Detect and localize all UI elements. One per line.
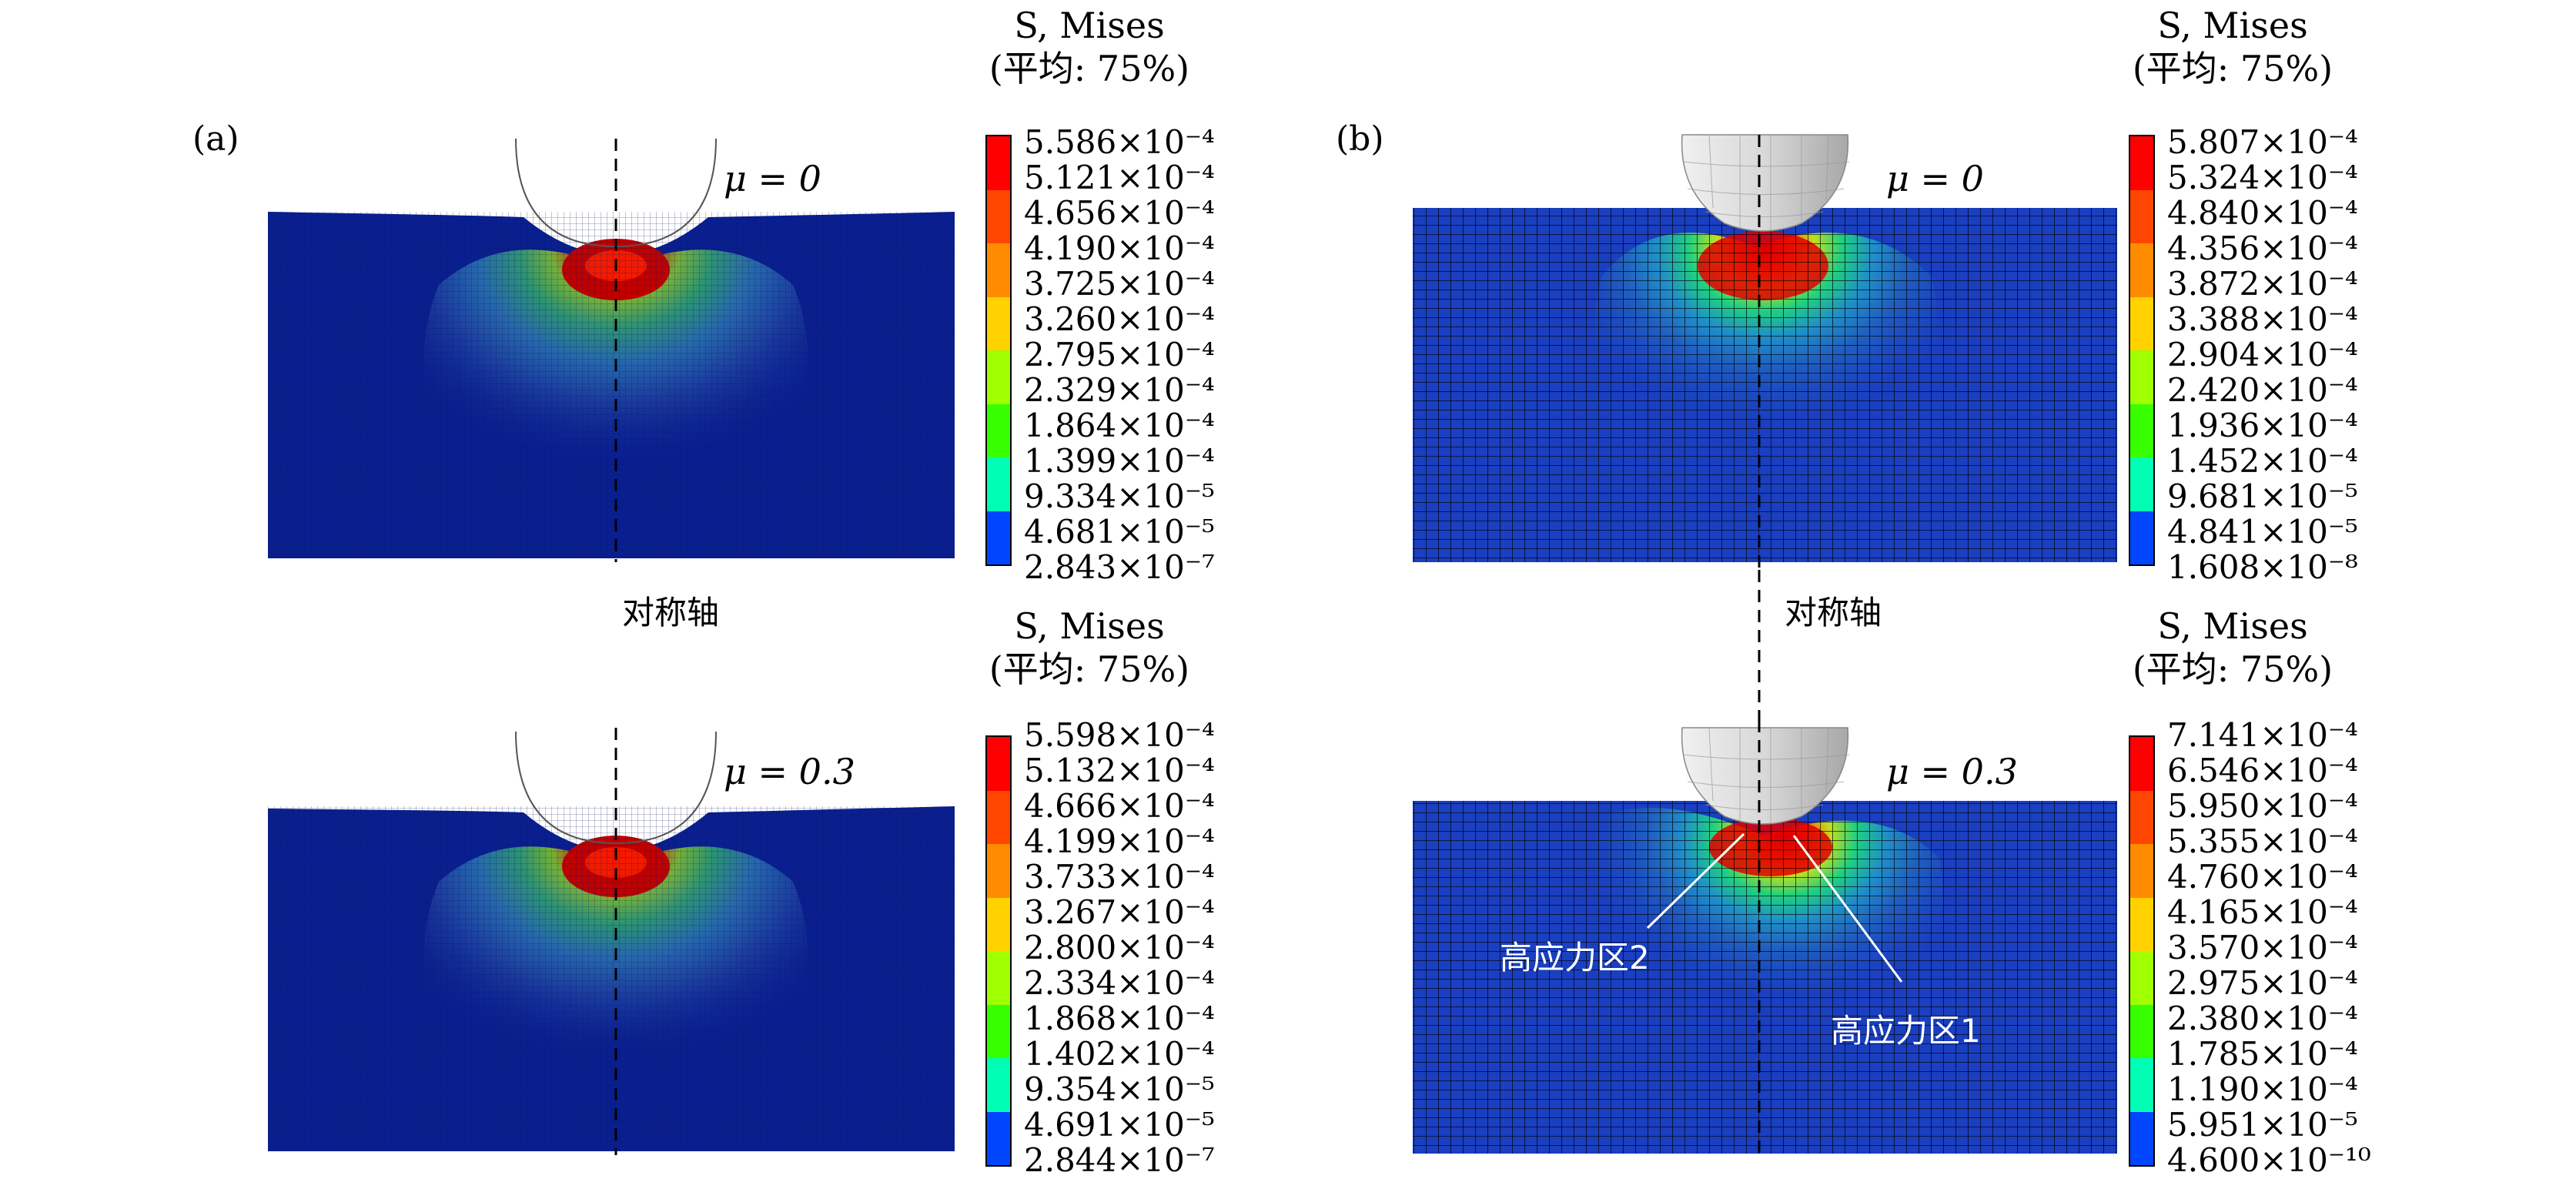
- legend-value: 2.844×10⁻⁷: [1024, 1141, 1215, 1179]
- legend-value: 1.785×10⁻⁴: [2167, 1035, 2358, 1073]
- legend-value: 1.190×10⁻⁴: [2167, 1070, 2358, 1108]
- legend-value: 4.356×10⁻⁴: [2167, 229, 2358, 267]
- legend-value: 3.872×10⁻⁴: [2167, 265, 2358, 303]
- panel-a-top-contour: [268, 138, 955, 562]
- legend-value: 3.725×10⁻⁴: [1024, 265, 1215, 303]
- panel-a-axis-label: 对称轴: [622, 594, 720, 631]
- legend-value: 5.324×10⁻⁴: [2167, 159, 2358, 196]
- panel-b-top-mu: μ = 0: [1886, 158, 1984, 199]
- legend-value: 1.608×10⁻⁸: [2167, 548, 2358, 586]
- panel-b-top-contour: [1413, 134, 2117, 570]
- panel-b-top-legend-title: S, Mises (平均: 75%): [2094, 4, 2371, 90]
- legend-value: 4.840×10⁻⁴: [2167, 194, 2358, 232]
- legend-value: 9.681×10⁻⁵: [2167, 477, 2358, 515]
- panel-a-bottom-contour: [268, 728, 955, 1155]
- panel-a-top-colorbar: [985, 135, 1012, 566]
- legend-value: 4.600×10⁻¹⁰: [2167, 1141, 2371, 1179]
- legend-value: 5.950×10⁻⁴: [2167, 787, 2358, 825]
- legend-value: 4.165×10⁻⁴: [2167, 893, 2358, 931]
- legend-value: 5.121×10⁻⁴: [1024, 159, 1215, 196]
- legend-value: 2.380×10⁻⁴: [2167, 1000, 2358, 1037]
- legend-value: 4.656×10⁻⁴: [1024, 194, 1215, 232]
- legend-value: 2.975×10⁻⁴: [2167, 964, 2358, 1002]
- panel-a-tag: (a): [192, 119, 239, 159]
- panel-b-axis-line: [1758, 570, 1761, 724]
- legend-value: 4.841×10⁻⁵: [2167, 513, 2358, 551]
- legend-value: 4.199×10⁻⁴: [1024, 822, 1215, 860]
- panel-b-tag: (b): [1336, 119, 1384, 159]
- legend-title-text: S, Mises: [2157, 605, 2308, 647]
- panel-b-bottom-colorbar: [2129, 735, 2155, 1167]
- legend-value: 2.795×10⁻⁴: [1024, 336, 1215, 373]
- panel-a-top-legend-title: S, Mises (平均: 75%): [951, 4, 1228, 90]
- panel-b-bottom-contour: [1413, 720, 2117, 1159]
- panel-b-top-legend-values: 5.807×10⁻⁴ 5.324×10⁻⁴ 4.840×10⁻⁴ 4.356×1…: [2167, 125, 2358, 585]
- panel-b-bottom-legend-values: 7.141×10⁻⁴ 6.546×10⁻⁴ 5.950×10⁻⁴ 5.355×1…: [2167, 718, 2371, 1178]
- panel-a-bottom-legend-values: 5.598×10⁻⁴ 5.132×10⁻⁴ 4.666×10⁻⁴ 4.199×1…: [1024, 718, 1215, 1178]
- panel-b-top-colorbar: [2129, 135, 2155, 566]
- legend-value: 4.760×10⁻⁴: [2167, 858, 2358, 896]
- legend-title-text: S, Mises: [1014, 605, 1165, 647]
- legend-value: 9.354×10⁻⁵: [1024, 1070, 1215, 1108]
- legend-value: 1.399×10⁻⁴: [1024, 442, 1215, 480]
- legend-value: 3.260×10⁻⁴: [1024, 300, 1215, 338]
- legend-value: 6.546×10⁻⁴: [2167, 752, 2358, 789]
- legend-value: 5.951×10⁻⁵: [2167, 1106, 2358, 1144]
- legend-value: 2.420×10⁻⁴: [2167, 371, 2358, 409]
- legend-avg-text: (平均: 75%): [989, 648, 1190, 690]
- indenter-b-bottom: [1681, 727, 1849, 825]
- legend-value: 2.334×10⁻⁴: [1024, 964, 1215, 1002]
- legend-title-text: S, Mises: [2157, 5, 2308, 46]
- legend-value: 1.868×10⁻⁴: [1024, 1000, 1215, 1037]
- legend-value: 9.334×10⁻⁵: [1024, 477, 1215, 515]
- legend-value: 3.267×10⁻⁴: [1024, 893, 1215, 931]
- legend-value: 3.388×10⁻⁴: [2167, 300, 2358, 338]
- panel-a-bottom-mu: μ = 0.3: [724, 751, 855, 792]
- indenter-a-bottom: [515, 731, 717, 845]
- legend-value: 5.586×10⁻⁴: [1024, 123, 1215, 161]
- legend-value: 5.132×10⁻⁴: [1024, 752, 1215, 789]
- panel-b-bottom-legend-title: S, Mises (平均: 75%): [2094, 605, 2371, 691]
- legend-value: 3.570×10⁻⁴: [2167, 929, 2358, 966]
- legend-value: 4.190×10⁻⁴: [1024, 229, 1215, 267]
- legend-value: 2.904×10⁻⁴: [2167, 336, 2358, 373]
- legend-value: 7.141×10⁻⁴: [2167, 716, 2358, 754]
- legend-value: 3.733×10⁻⁴: [1024, 858, 1215, 896]
- legend-title-text: S, Mises: [1014, 5, 1165, 46]
- panel-a-top-mu: μ = 0: [724, 158, 821, 199]
- legend-value: 2.800×10⁻⁴: [1024, 929, 1215, 966]
- panel-b-axis-label: 对称轴: [1785, 594, 1882, 631]
- panel-b-bottom-mu: μ = 0.3: [1886, 751, 2018, 792]
- legend-value: 1.402×10⁻⁴: [1024, 1035, 1215, 1073]
- annotation-high-stress-1: 高应力区1: [1831, 1012, 1981, 1050]
- legend-value: 1.452×10⁻⁴: [2167, 442, 2358, 480]
- legend-avg-text: (平均: 75%): [2132, 648, 2333, 690]
- legend-value: 2.843×10⁻⁷: [1024, 548, 1215, 586]
- panel-a-top-legend-values: 5.586×10⁻⁴ 5.121×10⁻⁴ 4.656×10⁻⁴ 4.190×1…: [1024, 125, 1215, 585]
- legend-value: 5.598×10⁻⁴: [1024, 716, 1215, 754]
- legend-value: 4.666×10⁻⁴: [1024, 787, 1215, 825]
- legend-value: 1.936×10⁻⁴: [2167, 407, 2358, 444]
- panel-a-bottom-legend-title: S, Mises (平均: 75%): [951, 605, 1228, 691]
- legend-value: 2.329×10⁻⁴: [1024, 371, 1215, 409]
- panel-a-bottom-colorbar: [985, 735, 1012, 1167]
- legend-avg-text: (平均: 75%): [2132, 48, 2333, 89]
- annotation-high-stress-2: 高应力区2: [1500, 939, 1650, 976]
- legend-value: 4.691×10⁻⁵: [1024, 1106, 1215, 1144]
- indenter-b-top: [1681, 134, 1849, 232]
- legend-avg-text: (平均: 75%): [989, 48, 1190, 89]
- legend-value: 4.681×10⁻⁵: [1024, 513, 1215, 551]
- legend-value: 1.864×10⁻⁴: [1024, 407, 1215, 444]
- legend-value: 5.355×10⁻⁴: [2167, 822, 2358, 860]
- legend-value: 5.807×10⁻⁴: [2167, 123, 2358, 161]
